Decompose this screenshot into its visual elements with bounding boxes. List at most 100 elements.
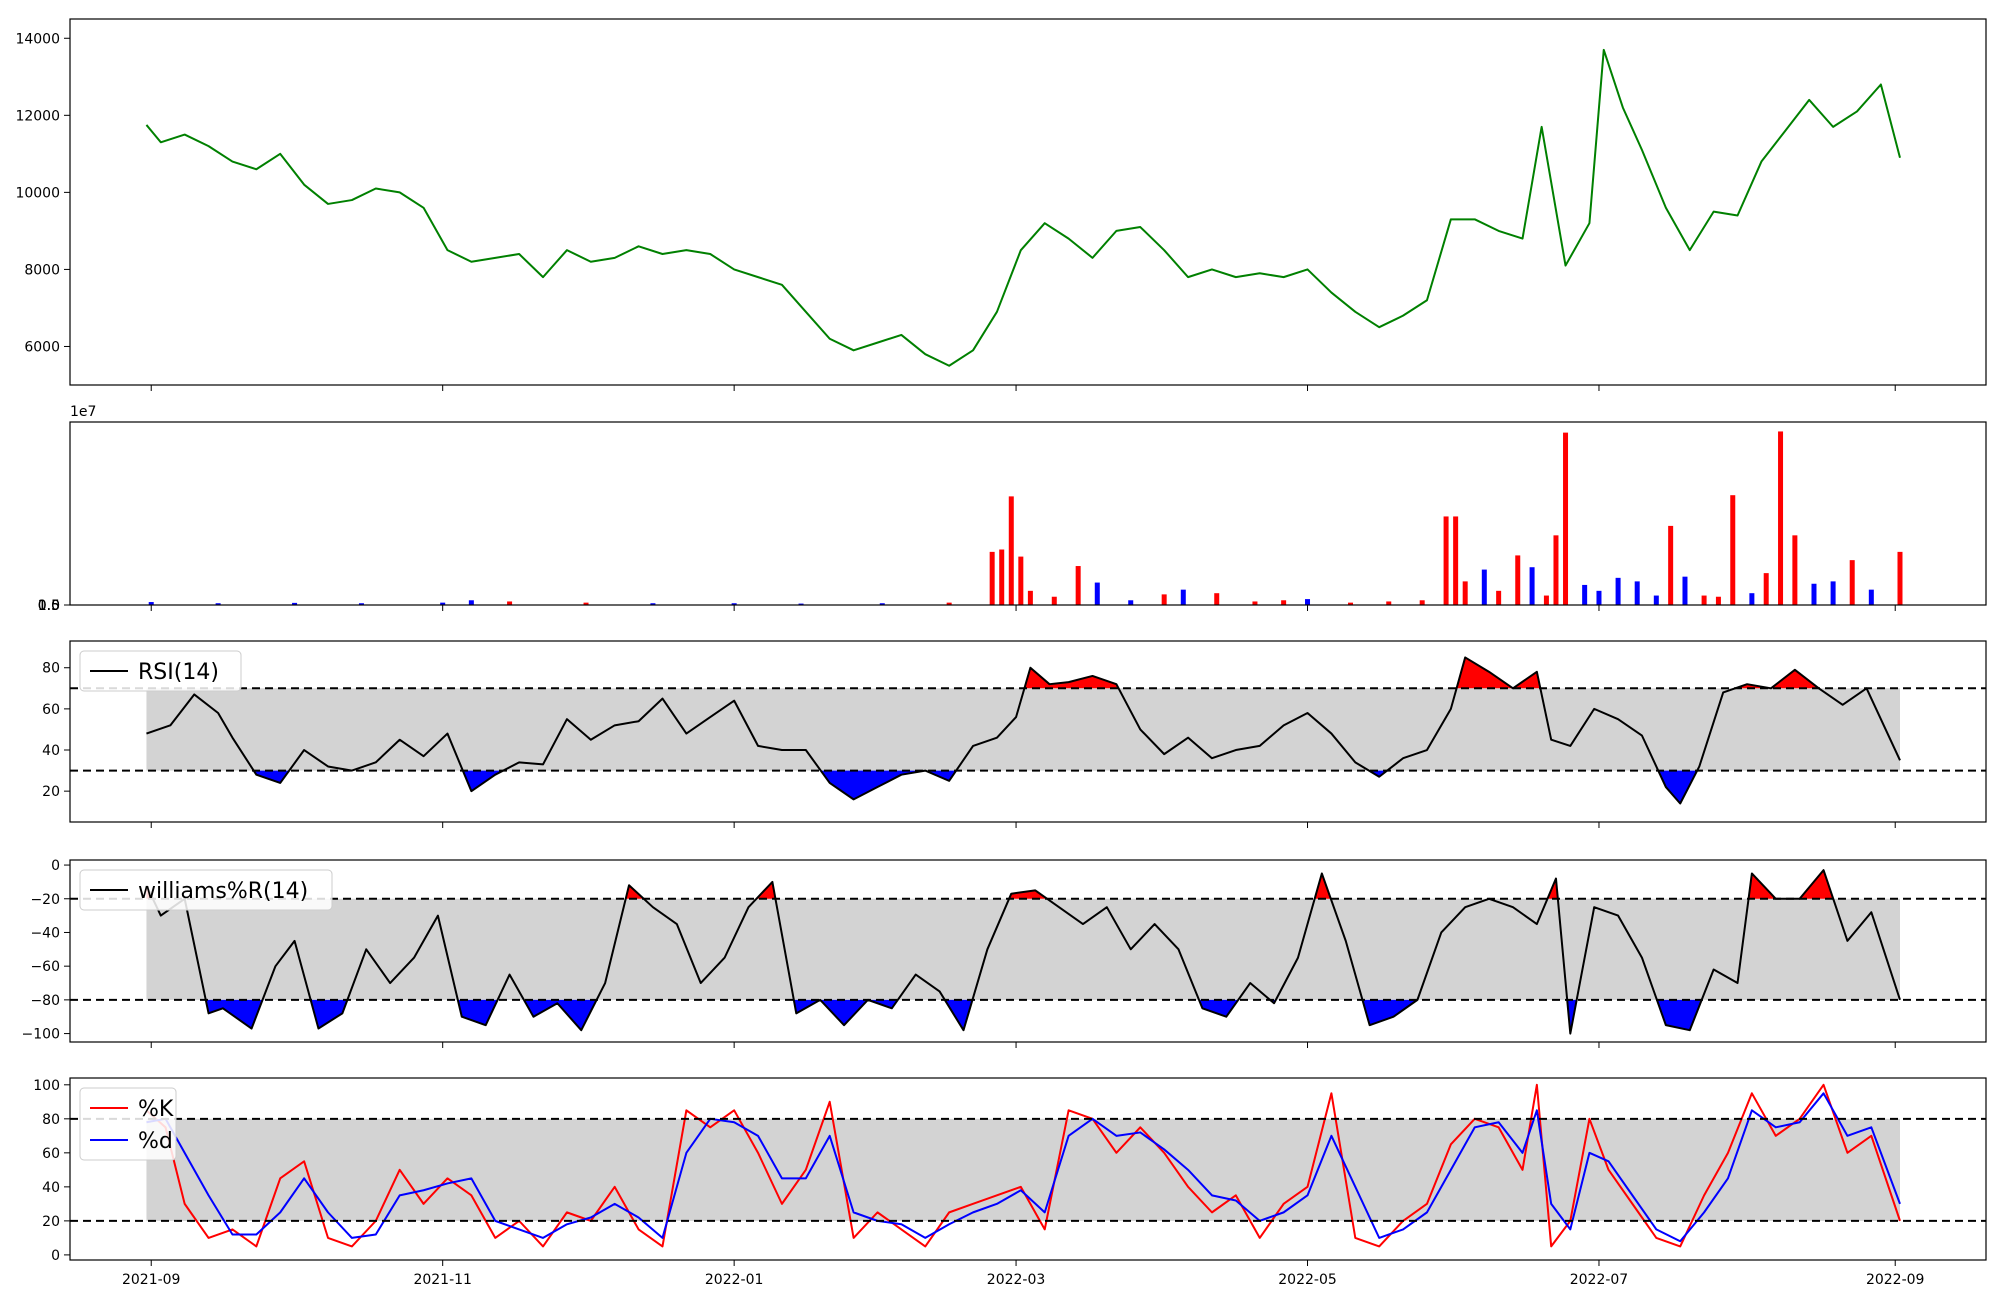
williams-oversold-fill xyxy=(310,999,348,1029)
rsi-ytick-label: 40 xyxy=(42,743,60,759)
volume-bar xyxy=(148,602,154,605)
x-tick-label: 2022-01 xyxy=(705,1272,764,1288)
volume-bar xyxy=(1462,581,1468,605)
williams-ytick-label: −60 xyxy=(30,959,60,975)
volume-bar xyxy=(1180,589,1186,605)
volume-bar xyxy=(468,600,474,605)
volume-bar xyxy=(292,602,298,605)
volume-axes-frame xyxy=(69,421,1987,606)
volume-bar xyxy=(507,601,513,605)
volume-ytick-label: 1.5 xyxy=(38,598,60,614)
volume-bar xyxy=(1868,589,1874,605)
stochastic-band xyxy=(146,1118,1900,1221)
rsi-oversold-fill xyxy=(253,770,290,783)
volume-ytick-label: 1.0 xyxy=(38,598,60,614)
rsi-oversold-fill xyxy=(1658,770,1698,804)
rsi-ytick-label: 80 xyxy=(42,661,60,677)
williams-oversold-fill xyxy=(205,999,263,1029)
rsi-series-line xyxy=(146,656,1901,805)
volume-bar xyxy=(1419,600,1425,605)
volume-bar xyxy=(1715,596,1721,605)
volume-bar xyxy=(1582,584,1588,605)
x-tick-label: 2021-09 xyxy=(122,1272,181,1288)
volume-bar xyxy=(1386,601,1392,605)
x-tick-label: 2022-03 xyxy=(987,1272,1046,1288)
volume-bar xyxy=(1161,594,1167,605)
rsi-overbought-fill xyxy=(1456,657,1513,689)
volume-bar xyxy=(1763,573,1769,605)
williams-ytick-label: −80 xyxy=(30,993,60,1009)
rsi-oversold-fill xyxy=(1368,770,1388,777)
volume-ytick-label: 0.0 xyxy=(38,598,60,614)
x-tick-label: 2021-11 xyxy=(413,1272,472,1288)
price-ytick-label: 14000 xyxy=(15,31,60,47)
volume-bar xyxy=(1563,432,1569,605)
volume-bar xyxy=(1027,590,1033,605)
price-ytick-label: 8000 xyxy=(24,262,60,278)
volume-bar xyxy=(1553,535,1559,605)
volume-bar xyxy=(1348,602,1354,605)
williams-ytick-label: 0 xyxy=(51,858,60,874)
volume-bar xyxy=(946,602,952,605)
williams-oversold-fill xyxy=(1362,999,1418,1026)
volume-bar xyxy=(1897,551,1903,605)
williams-oversold-fill xyxy=(820,999,868,1026)
x-tick-label: 2022-09 xyxy=(1866,1272,1925,1288)
rsi-ytick-label: 20 xyxy=(42,784,60,800)
williams-ytick-label: −100 xyxy=(22,1027,60,1043)
volume-bar xyxy=(1615,577,1621,605)
stochastic-legend-box xyxy=(79,1087,177,1161)
price-series-line xyxy=(145,48,1901,367)
volume-bar xyxy=(1682,576,1688,605)
volume-bar xyxy=(1749,593,1755,605)
volume-bar xyxy=(1778,431,1784,605)
volume-bar xyxy=(1543,595,1549,605)
volume-bar xyxy=(1849,560,1855,605)
volume-bar xyxy=(1128,600,1134,605)
price-ytick-label: 10000 xyxy=(15,185,60,201)
stochastic-series-line xyxy=(145,1083,1901,1248)
stochastic-ytick-label: 100 xyxy=(33,1078,60,1094)
volume-bar xyxy=(1481,569,1487,605)
volume-bar xyxy=(1668,525,1674,605)
volume-bar xyxy=(989,551,995,605)
williams-series-line xyxy=(145,869,1901,1035)
rsi-oversold-fill xyxy=(820,770,926,800)
stochastic-ytick-label: 40 xyxy=(42,1180,60,1196)
volume-bar xyxy=(583,602,589,605)
volume-bar xyxy=(1008,496,1014,605)
volume-bar xyxy=(215,603,221,605)
rsi-band xyxy=(146,688,1900,771)
volume-bar xyxy=(1281,600,1287,605)
volume-bar xyxy=(1443,516,1449,605)
volume-bar xyxy=(1701,595,1707,605)
volume-bar xyxy=(1634,581,1640,605)
stochastic-ytick-label: 20 xyxy=(42,1214,60,1230)
volume-bar xyxy=(1529,567,1535,605)
volume-axes-bg xyxy=(70,422,1986,605)
williams-ytick-label: −40 xyxy=(30,925,60,941)
volume-bar xyxy=(1453,516,1459,605)
volume-bar xyxy=(879,603,885,605)
volume-ytick-label: 0.5 xyxy=(38,598,60,614)
volume-bar xyxy=(1811,583,1817,605)
stochastic-series-line xyxy=(146,1092,1901,1243)
williams-axes-frame xyxy=(69,859,1987,1043)
volume-bar xyxy=(1653,595,1659,605)
volume-bar xyxy=(1792,535,1798,605)
volume-bar xyxy=(1214,593,1220,605)
volume-bar xyxy=(1094,582,1100,605)
rsi-legend-box xyxy=(79,650,242,692)
volume-scale-label: 1e7 xyxy=(70,404,96,420)
volume-bar xyxy=(1252,601,1258,605)
stochastic-legend-label: %K xyxy=(138,1097,174,1122)
volume-bar xyxy=(650,603,656,605)
volume-bar xyxy=(731,603,737,605)
rsi-overbought-fill xyxy=(1770,669,1819,689)
x-tick-label: 2022-07 xyxy=(1570,1272,1629,1288)
williams-ytick-label: −20 xyxy=(30,892,60,908)
price-axes-frame xyxy=(69,18,1987,386)
williams-overbought-fill xyxy=(1314,873,1331,899)
volume-bar xyxy=(1496,590,1502,605)
